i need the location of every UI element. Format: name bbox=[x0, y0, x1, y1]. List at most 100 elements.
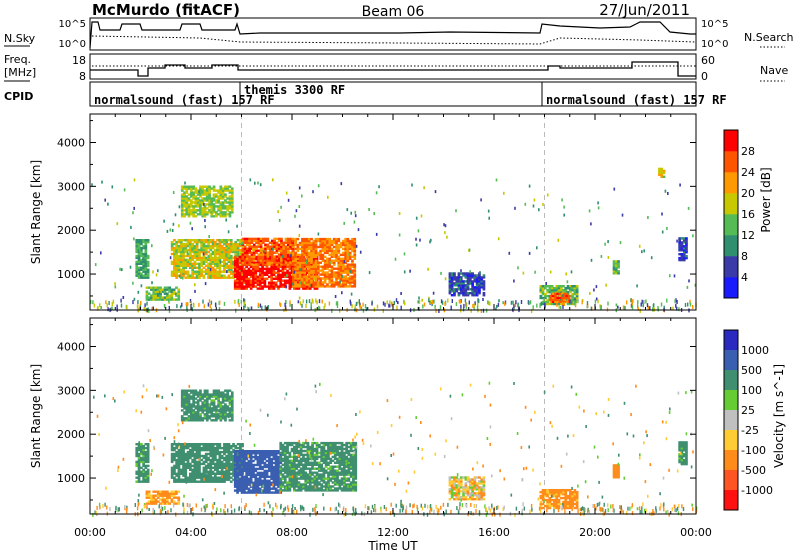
data-cell bbox=[229, 452, 233, 456]
data-cell bbox=[330, 255, 334, 258]
data-cell bbox=[272, 483, 276, 486]
freq-unit: [MHz] bbox=[4, 66, 36, 79]
data-cell bbox=[214, 448, 217, 452]
data-cell bbox=[258, 453, 262, 457]
data-cell bbox=[339, 277, 343, 280]
data-cell bbox=[279, 285, 283, 288]
data-cell bbox=[252, 473, 255, 477]
data-cell bbox=[211, 270, 215, 273]
nsearch-trace bbox=[91, 35, 697, 45]
ground-cell bbox=[107, 307, 109, 312]
data-cell bbox=[191, 264, 194, 267]
data-cell bbox=[137, 472, 141, 475]
data-cell bbox=[296, 285, 300, 288]
data-cell bbox=[291, 263, 295, 266]
data-cell bbox=[247, 473, 251, 477]
data-cell bbox=[223, 450, 226, 454]
data-cell bbox=[308, 469, 312, 472]
data-cell bbox=[563, 296, 566, 299]
scatter-cell bbox=[528, 184, 531, 188]
data-cell bbox=[457, 278, 461, 281]
ground-cell bbox=[209, 304, 211, 309]
data-cell bbox=[554, 300, 557, 303]
data-cell bbox=[263, 461, 267, 465]
data-cell bbox=[270, 277, 273, 280]
data-cell bbox=[296, 247, 300, 251]
data-cell bbox=[187, 185, 191, 188]
data-cell bbox=[249, 457, 253, 461]
scatter-cell bbox=[272, 247, 274, 251]
data-cell bbox=[249, 485, 253, 488]
data-cell bbox=[189, 452, 192, 456]
ground-cell bbox=[663, 305, 665, 310]
data-cell bbox=[156, 286, 160, 289]
data-cell bbox=[473, 274, 477, 277]
data-cell bbox=[144, 258, 148, 262]
data-cell bbox=[234, 252, 238, 256]
scatter-cell bbox=[169, 228, 172, 232]
data-cell bbox=[353, 265, 357, 268]
data-cell bbox=[142, 246, 145, 250]
data-cell bbox=[220, 446, 224, 450]
data-cell bbox=[246, 239, 249, 242]
scatter-cell bbox=[667, 192, 669, 195]
data-cell bbox=[252, 263, 256, 266]
data-cell bbox=[298, 275, 302, 278]
data-cell bbox=[195, 266, 199, 269]
data-cell bbox=[182, 474, 185, 477]
data-cell bbox=[662, 169, 666, 173]
data-cell bbox=[351, 247, 354, 251]
data-cell bbox=[475, 280, 479, 283]
data-cell bbox=[170, 270, 174, 273]
data-cell bbox=[563, 292, 566, 296]
data-cell bbox=[159, 492, 162, 495]
data-cell bbox=[274, 281, 278, 284]
data-cell bbox=[207, 474, 210, 477]
data-cell bbox=[175, 492, 178, 495]
data-cell bbox=[187, 205, 191, 208]
data-cell bbox=[175, 292, 178, 295]
data-cell bbox=[274, 283, 278, 286]
freq-trace bbox=[90, 61, 696, 77]
data-cell bbox=[318, 477, 321, 480]
data-cell bbox=[279, 459, 283, 462]
data-cell bbox=[306, 481, 310, 484]
ground-cell bbox=[302, 299, 304, 304]
data-cell bbox=[239, 252, 242, 256]
nsky-tick-top: 10^5 bbox=[59, 19, 86, 30]
data-cell bbox=[221, 205, 225, 208]
data-cell bbox=[238, 463, 242, 467]
data-cell bbox=[564, 290, 568, 294]
data-cell bbox=[288, 489, 292, 492]
data-cell bbox=[348, 275, 352, 278]
data-cell bbox=[223, 250, 226, 254]
ground-cell bbox=[96, 306, 99, 311]
data-cell bbox=[233, 483, 237, 486]
data-cell bbox=[292, 285, 295, 288]
scatter-cell bbox=[182, 276, 184, 280]
data-cell bbox=[201, 199, 205, 202]
data-cell bbox=[238, 267, 242, 271]
data-cell bbox=[685, 247, 688, 250]
data-cell bbox=[328, 263, 332, 266]
scatter-cell bbox=[534, 270, 536, 274]
data-cell bbox=[311, 463, 314, 466]
data-cell bbox=[315, 475, 319, 478]
data-cell bbox=[184, 244, 188, 248]
data-cell bbox=[145, 290, 149, 293]
data-cell bbox=[163, 286, 167, 289]
data-cell bbox=[302, 465, 305, 468]
data-cell bbox=[346, 239, 350, 243]
data-cell bbox=[243, 477, 246, 480]
data-cell bbox=[259, 257, 263, 260]
data-cell bbox=[305, 275, 309, 278]
data-cell bbox=[457, 274, 461, 277]
data-cell bbox=[135, 450, 139, 454]
data-cell bbox=[250, 245, 254, 248]
data-cell bbox=[288, 257, 292, 261]
ground-cell bbox=[489, 301, 491, 306]
data-cell bbox=[262, 261, 265, 264]
data-cell bbox=[317, 285, 320, 288]
data-cell bbox=[140, 466, 143, 469]
data-cell bbox=[250, 239, 254, 242]
